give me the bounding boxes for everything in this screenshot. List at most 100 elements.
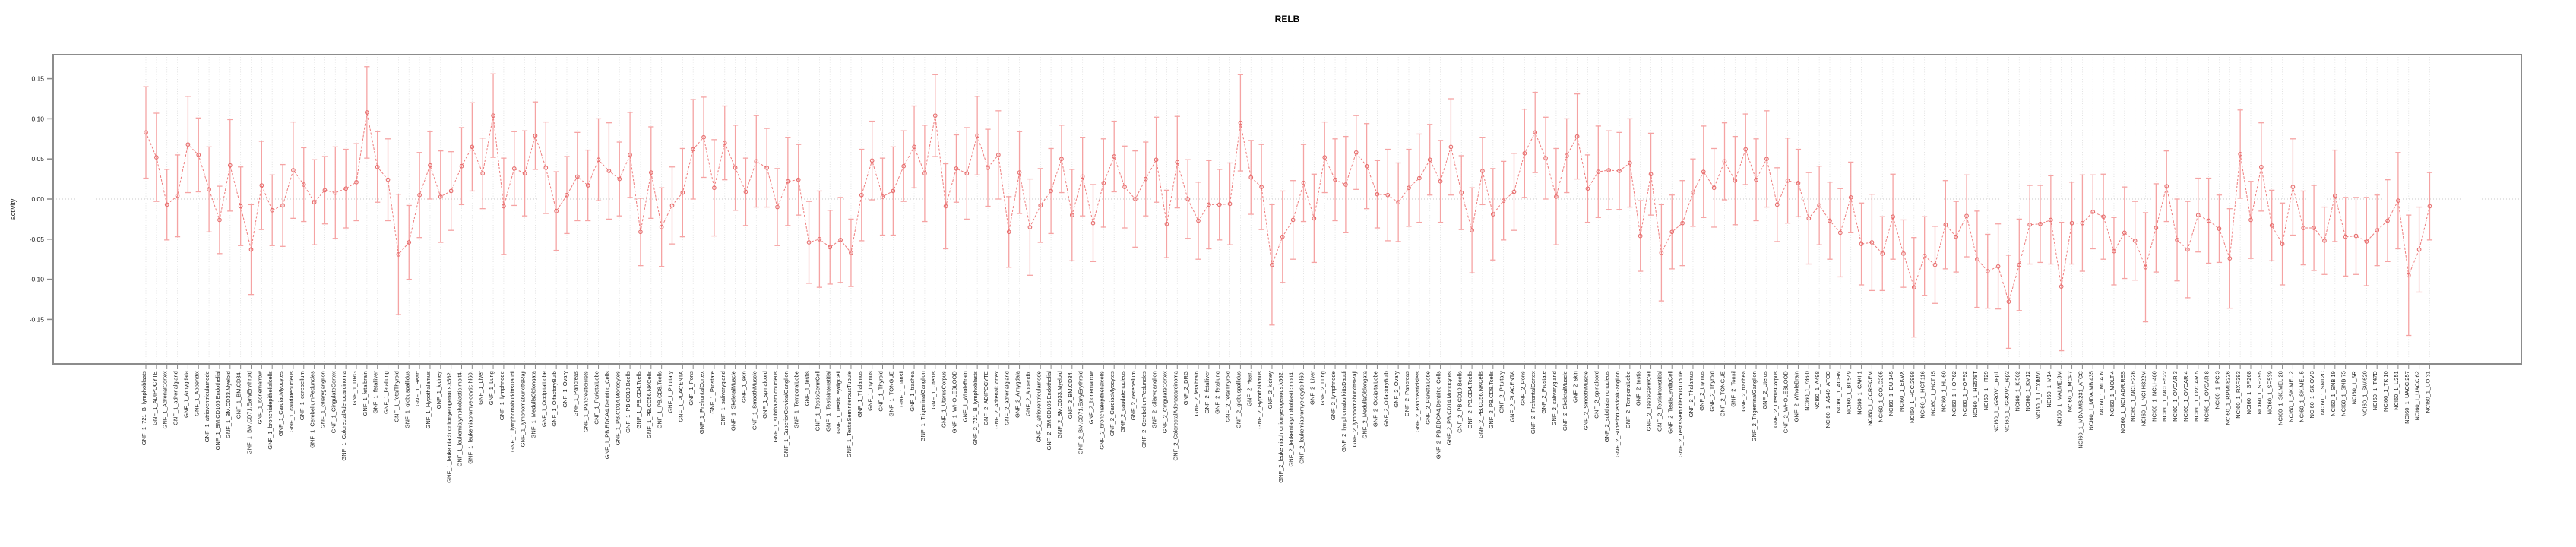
x-tick-label: GNF_1_spinalcord (761, 371, 768, 419)
data-point (1743, 147, 1748, 152)
data-point (1754, 177, 1758, 182)
error-bar (1111, 120, 1117, 193)
data-point (2206, 218, 2211, 223)
x-tick-label: GNF_2_Heart (1245, 370, 1252, 406)
error-bar (269, 174, 275, 246)
data-point (301, 182, 306, 187)
x-tick-label: GNF_2_TestisInterstitial (1656, 371, 1663, 432)
data-point (1964, 213, 1969, 219)
x-tick-label: GNF_1_fetalliver (372, 371, 379, 414)
data-point (248, 247, 254, 252)
x-tick-label: NCI60_1_HT29 (1983, 371, 1989, 410)
x-tick-label: NCI60_1_KM12 (2024, 371, 2031, 411)
y-tick-label: -0.15 (30, 315, 45, 323)
x-tick-label: NCI60_1_HCT.116 (1919, 371, 1926, 418)
data-point (407, 240, 412, 245)
data-point (1301, 181, 1306, 185)
x-tick-label: GNF_2_lymphomaburkittsDaudi (1340, 371, 1347, 452)
x-tick-label: NCI60_1_DU.145 (1888, 371, 1894, 416)
data-point (2290, 185, 2296, 190)
data-point (312, 200, 317, 205)
data-point (901, 163, 907, 169)
x-tick-label: GNF_2_leukemialymphoblastic.molt4. (1288, 371, 1295, 466)
x-tick-label: GNF_1_721_B_lymphoblasts (141, 371, 147, 445)
data-point (207, 187, 211, 192)
error-bar (2416, 206, 2423, 293)
data-point (1596, 169, 1601, 174)
error-bar (627, 112, 633, 198)
data-point (869, 158, 875, 163)
x-tick-label: GNF_2_TestisSeminiferousTubule (1677, 371, 1684, 457)
data-point (2248, 217, 2253, 223)
data-point (1154, 157, 1159, 163)
error-bar (1080, 137, 1086, 217)
data-point (2006, 299, 2011, 305)
error-bar (332, 146, 338, 239)
data-point (2164, 184, 2169, 188)
data-point (859, 192, 864, 198)
error-bar (2343, 197, 2349, 277)
error-bar (258, 141, 264, 230)
error-bar (2374, 194, 2380, 267)
x-tick-label: GNF_1_ciliaryganglion (319, 371, 326, 428)
data-point (1238, 120, 1243, 125)
x-tick-label: NCI60_1_A498 (1814, 371, 1821, 409)
x-tick-label: GNF_2_subthalamicnucleus (1603, 371, 1610, 442)
x-tick-label: GNF_1_leukemialymphoblastic.molt4. (457, 371, 464, 466)
x-tick-label: GNF_1_TONGUE (888, 371, 894, 416)
data-point (806, 240, 812, 245)
data-point (954, 166, 959, 171)
data-point (680, 190, 685, 195)
x-tick-label: NCI60_1_MDA.MB.435 (2087, 371, 2094, 430)
x-tick-label: GNF_1_Pons (688, 371, 695, 406)
data-point (1416, 175, 1422, 181)
x-tick-label: NCI60_1_SF.539 (2267, 371, 2274, 414)
x-tick-label: GNF_2_DRG (1182, 371, 1189, 405)
x-tick-label: NCI60_1_K.562 (2014, 371, 2021, 411)
x-tick-label: GNF_1_BM.CD34. (236, 371, 242, 419)
data-point (2227, 256, 2233, 261)
x-tick-label: GNF_1_PLACENTA (677, 371, 684, 422)
error-bar (553, 171, 559, 251)
x-tick-label: GNF_2_leukemiachronicmyelogenous.k562. (1277, 371, 1284, 483)
x-tick-label: GNF_2_salivarygland (1551, 371, 1558, 425)
x-tick-label: GNF_1_TestisInterstitial (824, 371, 831, 432)
data-point (2332, 193, 2337, 198)
x-tick-label: GNF_1_TestisGermCell (814, 371, 821, 432)
x-tick-label: GNF_1_thymus (867, 371, 874, 411)
x-tick-label: NCI60_1_HOP.92 (1961, 371, 1968, 416)
error-bar (1416, 133, 1422, 223)
x-tick-label: GNF_1_TestisSeminiferousTubule (846, 371, 853, 457)
x-tick-label: NCI60_1_SK.OV.3 (2309, 371, 2315, 418)
error-bar (1185, 159, 1191, 239)
error-bar (1638, 200, 1644, 272)
x-tick-label: GNF_2_PB.CD8.Tcells (1488, 371, 1495, 429)
data-point (691, 147, 696, 152)
data-point (1722, 159, 1727, 164)
error-bar (427, 131, 433, 200)
data-point (932, 113, 938, 119)
x-tick-label: NCI60_1_UO.31 (2424, 371, 2431, 413)
x-tick-label: GNF_1_OccipitalLobe (540, 371, 547, 427)
series-line (145, 112, 2430, 303)
data-point (385, 177, 391, 182)
data-point (196, 153, 201, 157)
data-point (1248, 175, 1254, 180)
error-bar (827, 210, 833, 285)
error-bar (1879, 216, 1885, 292)
error-bar (1217, 169, 1223, 241)
data-point (1259, 185, 1264, 190)
data-point (1891, 214, 1895, 220)
data-point (1112, 154, 1117, 159)
x-tick-label: GNF_1_SmoothMuscle (751, 371, 758, 430)
x-tick-label: GNF_1_caudatenucleus (288, 371, 295, 432)
x-tick-label: GNF_2_PB.BDCA4.Dentritic_Cells (1435, 371, 1442, 459)
data-point (1227, 201, 1233, 207)
error-bar (1006, 196, 1012, 268)
data-point (1322, 155, 1328, 160)
x-tick-label: GNF_1_SkeletalMuscle (730, 371, 737, 431)
x-tick-label: GNF_2_skin (1572, 371, 1579, 403)
error-bar (659, 187, 665, 267)
data-point (1543, 156, 1548, 160)
x-tick-label: NCI60_1_U251 (2393, 371, 2400, 410)
